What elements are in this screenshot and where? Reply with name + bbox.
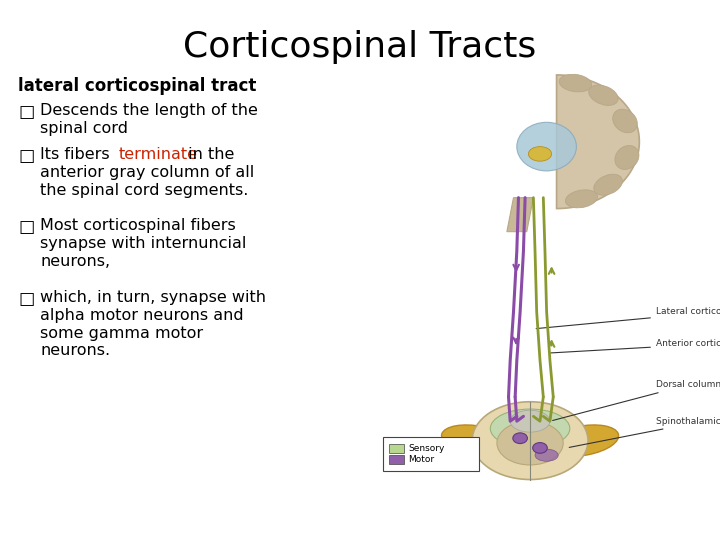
Text: neurons,: neurons, (40, 254, 110, 268)
Text: □: □ (18, 103, 35, 121)
Text: Spinothalamic tracts: Spinothalamic tracts (570, 417, 720, 448)
Text: □: □ (18, 290, 35, 308)
Ellipse shape (510, 410, 550, 432)
Ellipse shape (497, 421, 563, 465)
Text: the spinal cord segments.: the spinal cord segments. (40, 183, 248, 198)
Text: Its fibers: Its fibers (40, 147, 114, 162)
Text: □: □ (18, 147, 35, 165)
Text: Corticospinal Tracts: Corticospinal Tracts (184, 30, 536, 64)
Ellipse shape (490, 409, 570, 448)
Text: neurons.: neurons. (40, 343, 110, 359)
Text: Sensory: Sensory (408, 444, 444, 453)
Text: which, in turn, synapse with: which, in turn, synapse with (40, 290, 266, 305)
Text: in the: in the (183, 147, 234, 162)
Text: terminate: terminate (118, 147, 197, 162)
Text: Anterior corticospinal tract: Anterior corticospinal tract (549, 339, 720, 353)
Polygon shape (507, 198, 534, 232)
Ellipse shape (613, 109, 637, 133)
Circle shape (513, 433, 528, 443)
Text: synapse with internuncial: synapse with internuncial (40, 236, 246, 251)
Circle shape (533, 443, 547, 453)
Text: some gamma motor: some gamma motor (40, 326, 203, 341)
Text: lateral corticospinal tract: lateral corticospinal tract (18, 77, 256, 95)
Ellipse shape (535, 449, 558, 461)
Text: Lateral corticospinal tract: Lateral corticospinal tract (536, 307, 720, 329)
Bar (390, 455, 404, 464)
Text: □: □ (18, 218, 35, 236)
Ellipse shape (441, 425, 513, 456)
Ellipse shape (517, 122, 577, 171)
Ellipse shape (594, 174, 622, 195)
Ellipse shape (472, 402, 588, 480)
Ellipse shape (547, 425, 618, 456)
Text: Descends the length of the: Descends the length of the (40, 103, 258, 118)
Text: anterior gray column of all: anterior gray column of all (40, 165, 254, 180)
Ellipse shape (528, 146, 552, 161)
Polygon shape (557, 75, 639, 208)
Bar (390, 444, 404, 453)
Text: Dorsal column: Dorsal column (553, 380, 720, 421)
Ellipse shape (615, 146, 639, 170)
Text: alpha motor neurons and: alpha motor neurons and (40, 308, 243, 323)
Text: Most corticospinal fibers: Most corticospinal fibers (40, 218, 235, 233)
Text: spinal cord: spinal cord (40, 121, 128, 136)
Text: Motor: Motor (408, 455, 434, 464)
Ellipse shape (589, 85, 618, 105)
Ellipse shape (565, 190, 598, 208)
FancyBboxPatch shape (383, 437, 479, 471)
Ellipse shape (559, 75, 592, 92)
